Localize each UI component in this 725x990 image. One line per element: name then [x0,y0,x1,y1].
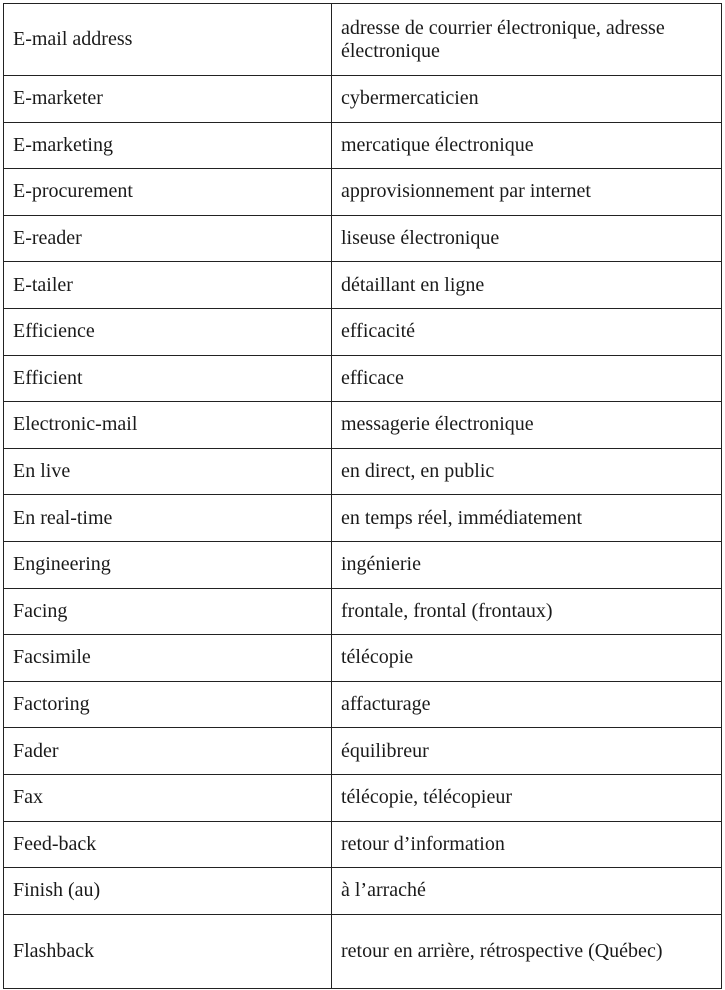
term-cell: Finish (au) [3,867,332,915]
table-row: Flashback retour en arrière, rétrospectiv… [3,913,722,989]
translation-cell: adresse de courrier électronique, adress… [331,3,722,76]
translation-cell: efficacité [331,307,722,356]
table-row: Feed-back retour d’information [3,820,722,869]
table-row: E-marketing mercatique électronique [3,121,722,170]
term-cell: Facing [3,587,332,636]
term-cell: Factoring [3,680,332,729]
term-cell: E-mail address [3,3,332,76]
term-cell: Electronic-mail [3,401,332,449]
term-cell: Flashback [3,913,332,989]
glossary-table: E-mail address adresse de courrier électr… [3,3,722,989]
translation-cell: mercatique électronique [331,121,722,170]
table-row: Engineering ingénierie [3,540,722,589]
translation-cell: télécopie, télécopieur [331,773,722,822]
table-row: Efficience efficacité [3,307,722,356]
table-row: E-tailer détaillant en ligne [3,261,722,309]
table-row: Facing frontale, frontal (frontaux) [3,587,722,636]
table-row: Fader équilibreur [3,727,722,775]
term-cell: Fader [3,727,332,775]
table-row: E-mail address adresse de courrier électr… [3,3,722,76]
table-row: Fax télécopie, télécopieur [3,773,722,822]
table-row: E-reader liseuse électronique [3,214,722,263]
translation-cell: équilibreur [331,727,722,775]
translation-cell: messagerie électronique [331,401,722,449]
translation-cell: à l’arraché [331,867,722,915]
translation-cell: liseuse électronique [331,214,722,263]
table-row: Finish (au) à l’arraché [3,867,722,915]
table-row: E-marketer cybermercaticien [3,75,722,123]
translation-cell: télécopie [331,634,722,682]
table-row: Facsimile télécopie [3,634,722,682]
table-row: En live en direct, en public [3,447,722,496]
translation-cell: approvisionnement par internet [331,168,722,216]
translation-cell: frontale, frontal (frontaux) [331,587,722,636]
term-cell: E-tailer [3,261,332,309]
term-cell: Feed-back [3,820,332,869]
translation-cell: efficace [331,354,722,403]
term-cell: En real-time [3,494,332,542]
table-row: En real-time en temps réel, immédiatement [3,494,722,542]
translation-cell: affacturage [331,680,722,729]
translation-cell: en temps réel, immédiatement [331,494,722,542]
translation-cell: détaillant en ligne [331,261,722,309]
translation-cell: retour d’information [331,820,722,869]
translation-cell: en direct, en public [331,447,722,496]
term-cell: En live [3,447,332,496]
table-row: Efficient efficace [3,354,722,403]
term-cell: E-marketing [3,121,332,170]
translation-cell: retour en arrière, rétrospective (Québec… [331,913,722,989]
table-row: E-procurement approvisionnement par inter… [3,168,722,216]
term-cell: Efficience [3,307,332,356]
table-row: Factoring affacturage [3,680,722,729]
term-cell: Engineering [3,540,332,589]
term-cell: E-reader [3,214,332,263]
translation-cell: ingénierie [331,540,722,589]
term-cell: E-procurement [3,168,332,216]
term-cell: Efficient [3,354,332,403]
term-cell: Fax [3,773,332,822]
table-row: Electronic-mail messagerie électronique [3,401,722,449]
term-cell: E-marketer [3,75,332,123]
translation-cell: cybermercaticien [331,75,722,123]
term-cell: Facsimile [3,634,332,682]
